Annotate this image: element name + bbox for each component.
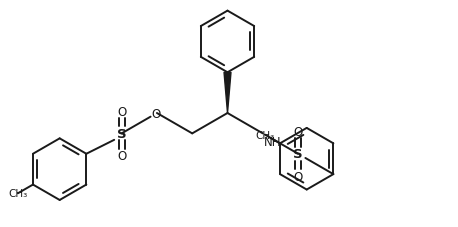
- Text: O: O: [294, 170, 303, 183]
- Text: NH: NH: [264, 136, 281, 149]
- Text: O: O: [151, 107, 161, 120]
- Text: S: S: [117, 127, 126, 140]
- Polygon shape: [224, 73, 231, 114]
- Text: CH₃: CH₃: [255, 130, 275, 140]
- Text: O: O: [117, 150, 126, 163]
- Text: O: O: [294, 125, 303, 138]
- Text: S: S: [293, 148, 303, 160]
- Text: CH₃: CH₃: [8, 188, 27, 198]
- Text: O: O: [117, 105, 126, 118]
